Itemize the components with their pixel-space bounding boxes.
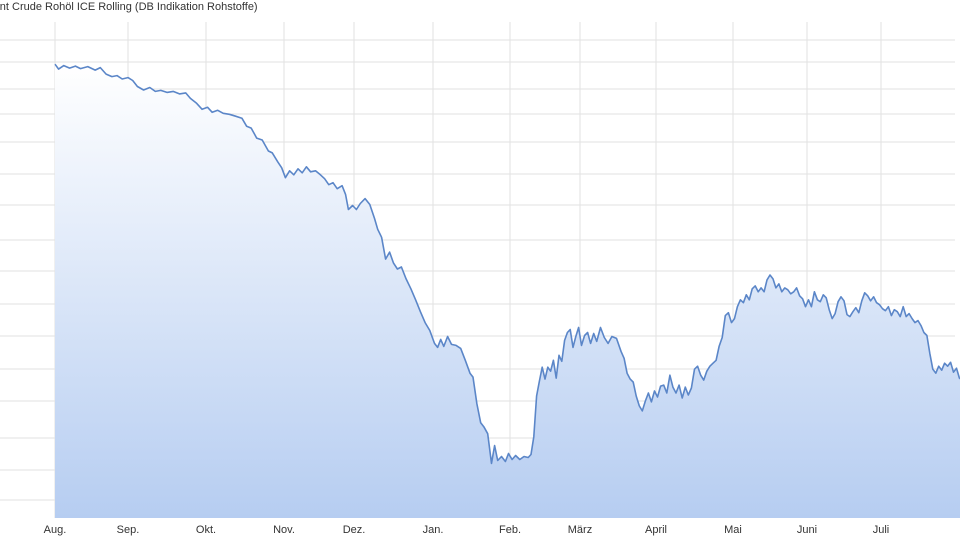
x-tick-label: Jan. [423,524,444,536]
price-line [54,63,960,465]
chart-title: rent Crude Rohöl ICE Rolling (DB Indikat… [0,1,258,13]
x-tick-label: Sep. [117,524,140,536]
x-tick-label: Juli [873,524,890,536]
x-tick-label: Juni [797,524,817,536]
x-tick-label: Nov. [273,524,295,536]
x-tick-label: Aug. [44,524,67,536]
x-axis-tick-labels: Aug. Sep. Okt. Nov. Dez. Jan. Feb. März April Mai… [44,524,890,536]
x-tick-label: März [568,524,592,536]
x-tick-label: Dez. [343,524,366,536]
x-tick-label: Mai [724,524,742,536]
x-tick-label: Feb. [499,524,521,536]
price-area-fill [55,64,960,518]
x-tick-label: April [645,524,667,536]
x-tick-label: Okt. [196,524,216,536]
